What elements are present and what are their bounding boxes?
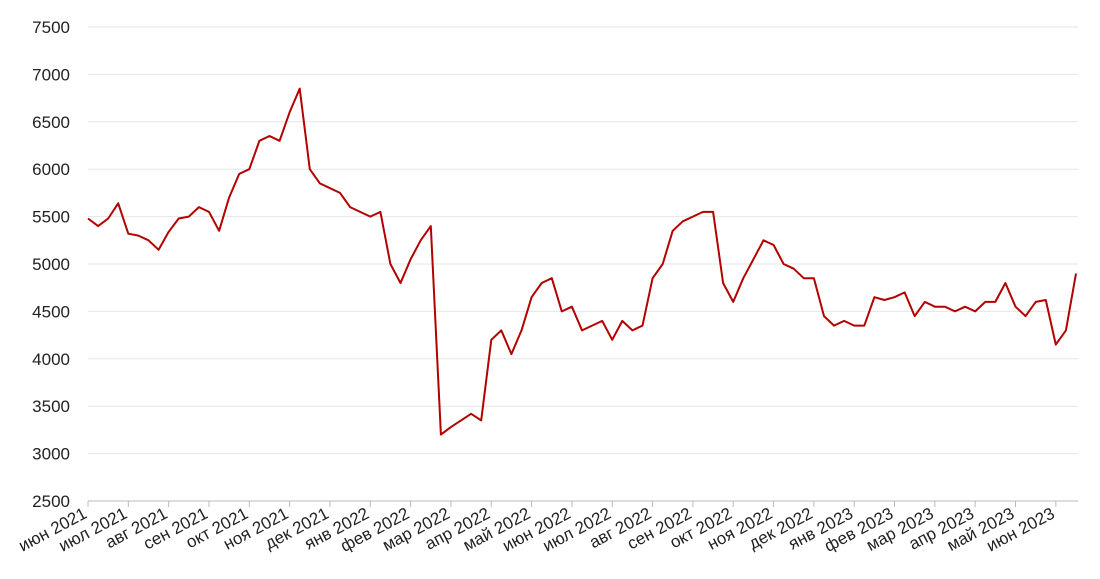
y-tick-label: 6000	[32, 160, 70, 179]
y-tick-label: 4000	[32, 350, 70, 369]
y-tick-label: 5000	[32, 255, 70, 274]
y-tick-label: 2500	[32, 492, 70, 511]
y-tick-label: 3500	[32, 397, 70, 416]
y-tick-label: 7000	[32, 65, 70, 84]
y-tick-label: 4500	[32, 302, 70, 321]
y-tick-label: 5500	[32, 208, 70, 227]
y-tick-label: 6500	[32, 113, 70, 132]
y-tick-label: 3000	[32, 445, 70, 464]
y-tick-label: 7500	[32, 18, 70, 37]
price-line	[87, 87, 1077, 436]
